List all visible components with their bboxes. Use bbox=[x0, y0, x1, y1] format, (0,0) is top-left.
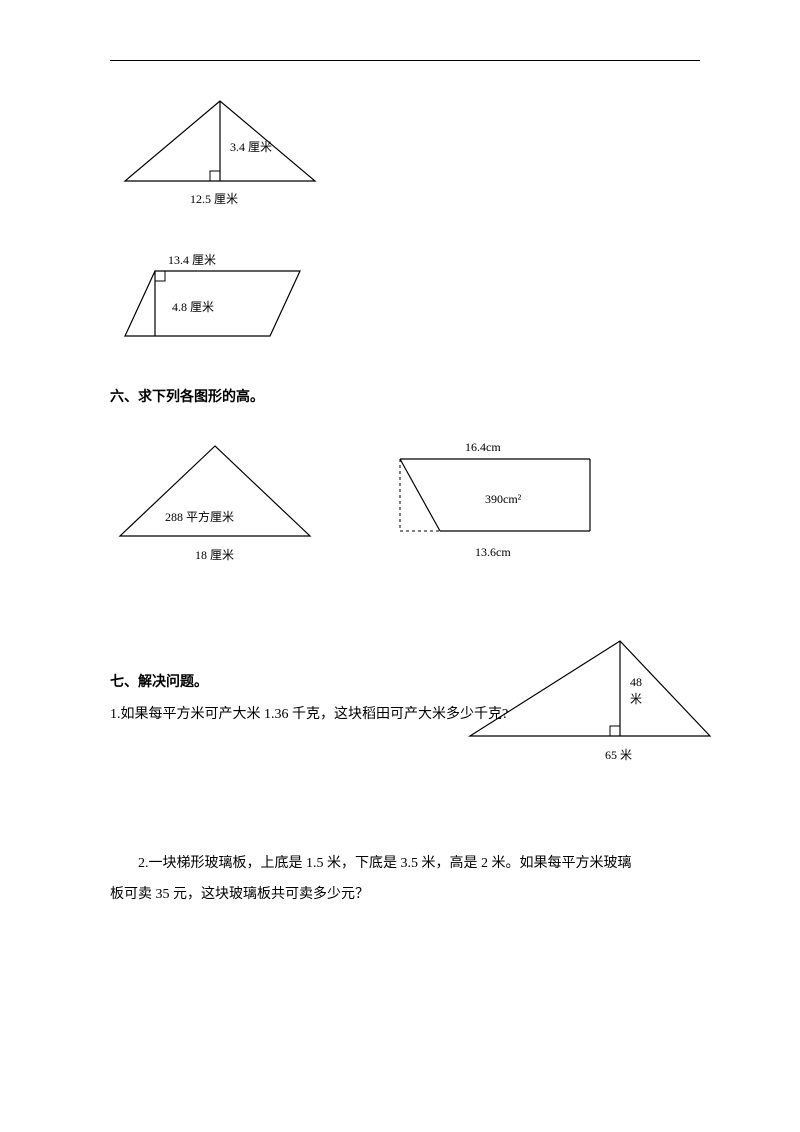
section6-trapezoid-svg: 16.4cm 390cm² 13.6cm bbox=[360, 431, 610, 571]
q2-line2: 板可卖 35 元，这块玻璃板共可卖多少元？ bbox=[110, 880, 700, 911]
triangle1-base-label: 12.5 厘米 bbox=[190, 192, 238, 206]
triangle1-svg: 3.4 厘米 12.5 厘米 bbox=[110, 91, 330, 221]
section6-trapezoid-area: 390cm² bbox=[485, 492, 522, 506]
section6-figures-row: 288 平方厘米 18 厘米 16.4cm 390cm² 13.6cm bbox=[110, 431, 700, 571]
section6-trapezoid-bottom: 13.6cm bbox=[475, 545, 511, 559]
q7-fig-base: 65 米 bbox=[605, 748, 632, 762]
parallelogram1-top-label: 13.4 厘米 bbox=[168, 253, 216, 267]
parallelogram1-svg: 13.4 厘米 4.8 厘米 bbox=[110, 246, 350, 356]
section6-trapezoid-top: 16.4cm bbox=[465, 440, 501, 454]
figure-parallelogram1: 13.4 厘米 4.8 厘米 bbox=[110, 246, 700, 356]
section6-triangle-area: 288 平方厘米 bbox=[165, 509, 234, 524]
q7-fig-height-unit: 米 bbox=[630, 692, 642, 706]
q7-fig-height: 48 bbox=[630, 675, 642, 689]
figure-triangle1: 3.4 厘米 12.5 厘米 bbox=[110, 91, 700, 221]
section6-triangle-base: 18 厘米 bbox=[195, 548, 234, 562]
section7-q2-block: 2.一块梯形玻璃板，上底是 1.5 米，下底是 3.5 米，高是 2 米。如果每… bbox=[110, 849, 700, 911]
parallelogram1-height-label: 4.8 厘米 bbox=[172, 300, 214, 314]
section7-q1-figure: 48 米 65 米 bbox=[460, 631, 720, 771]
q2-line1: 2.一块梯形玻璃板，上底是 1.5 米，下底是 3.5 米，高是 2 米。如果每… bbox=[110, 849, 700, 880]
section6-title: 六、求下列各图形的高。 bbox=[110, 386, 700, 406]
horizontal-rule bbox=[110, 60, 700, 61]
section7-block: 七、解决问题。 1.如果每平方米可产大米 1.36 千克，这块稻田可产大米多少千… bbox=[110, 671, 700, 729]
triangle1-height-label: 3.4 厘米 bbox=[230, 140, 272, 154]
section6-triangle-svg: 288 平方厘米 18 厘米 bbox=[110, 431, 320, 571]
